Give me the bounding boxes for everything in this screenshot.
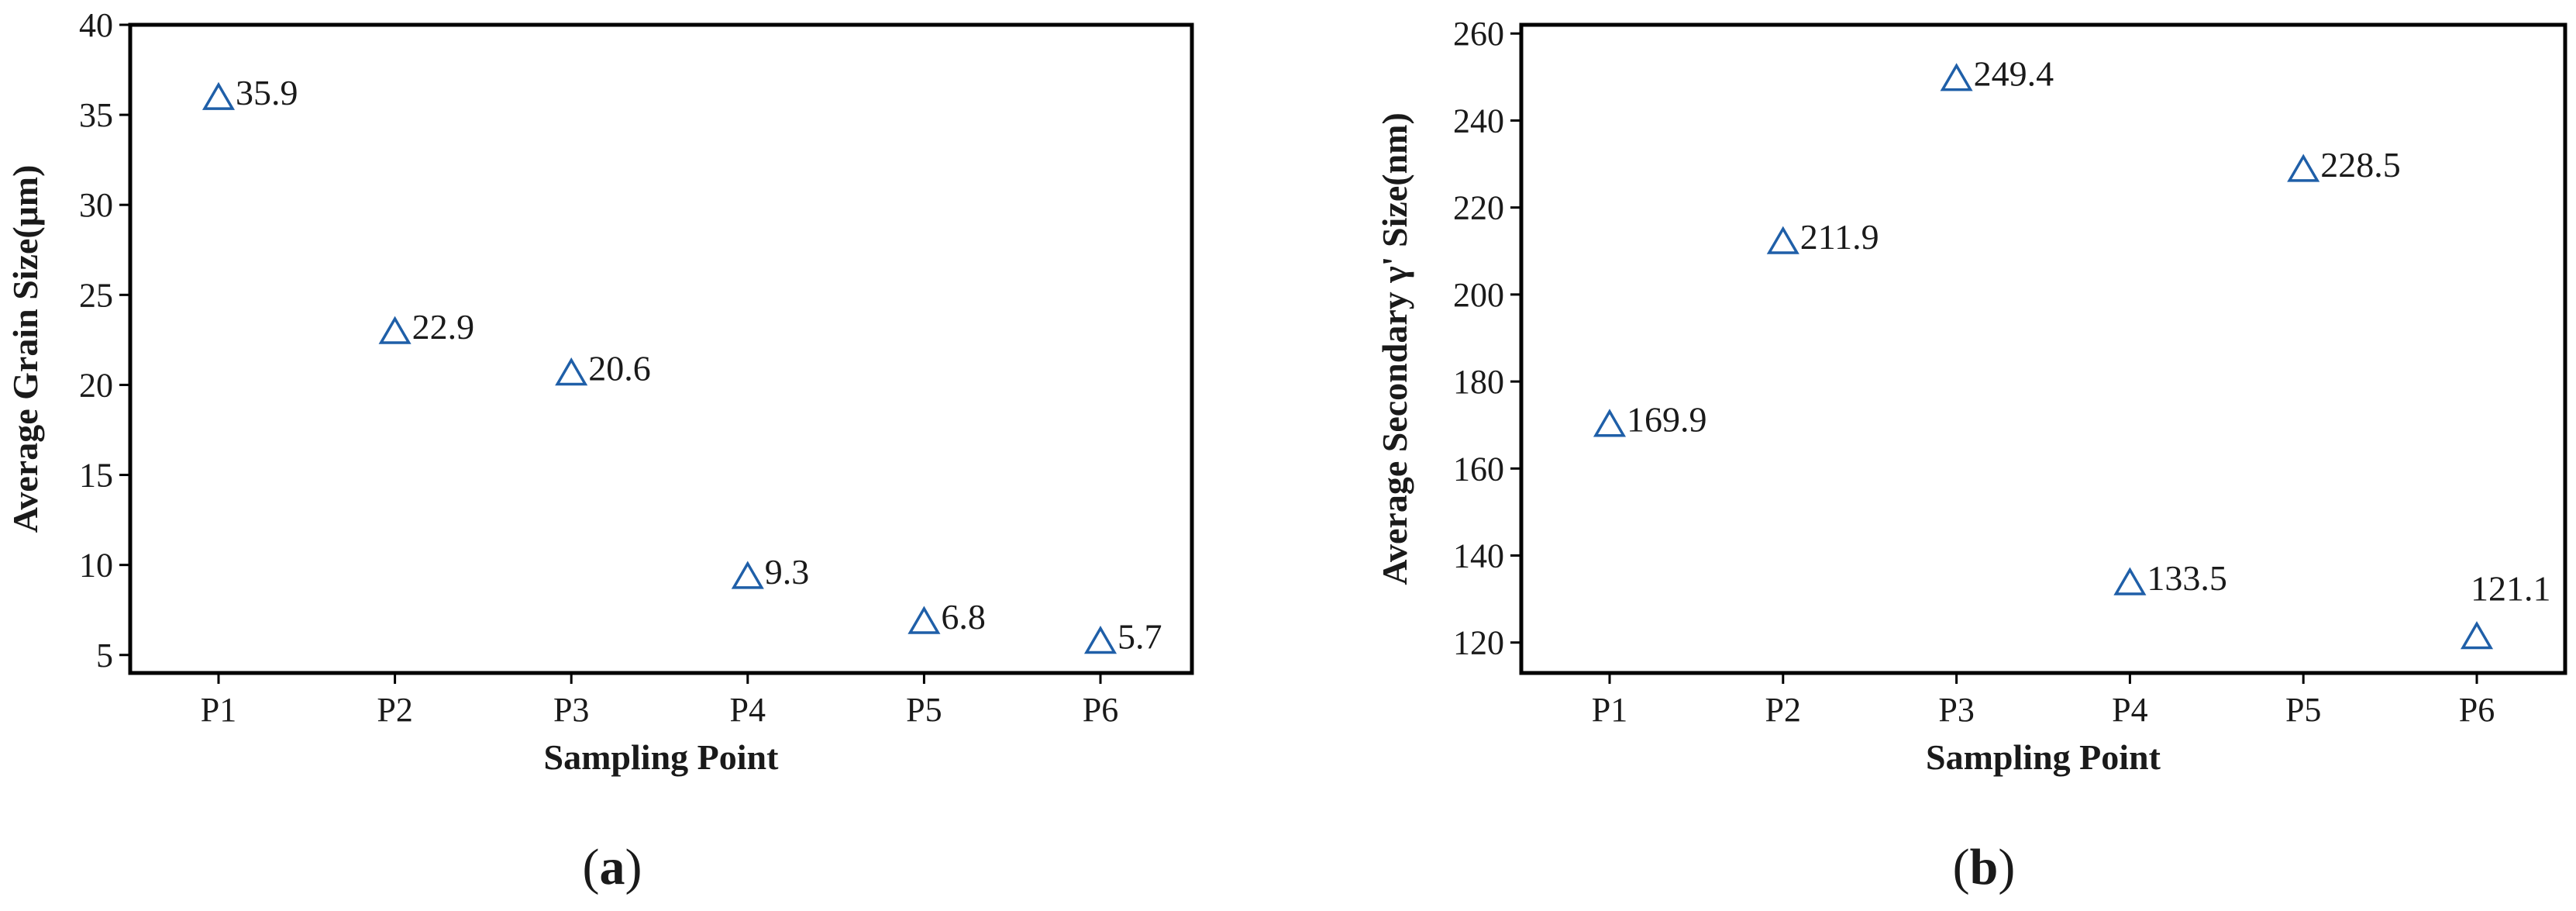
plot-frame bbox=[1519, 22, 2567, 675]
y-tick-label: 35 bbox=[79, 96, 113, 134]
panel-label: (a) bbox=[583, 839, 642, 895]
x-tick-label: P2 bbox=[377, 691, 412, 729]
data-label: 249.4 bbox=[1974, 54, 2054, 94]
panel-label-open: ( bbox=[583, 839, 600, 895]
data-label: 6.8 bbox=[941, 597, 986, 637]
data-point-marker bbox=[1593, 409, 1627, 437]
data-label: 169.9 bbox=[1627, 400, 1707, 440]
data-label: 211.9 bbox=[1800, 217, 1879, 257]
y-tick-label: 240 bbox=[1453, 102, 1504, 140]
panel-label-open: ( bbox=[1953, 839, 1970, 895]
panel-label-close: ) bbox=[1998, 839, 2015, 895]
data-point-marker bbox=[2287, 154, 2320, 182]
data-point-marker bbox=[1083, 626, 1118, 654]
x-tick-label: P5 bbox=[2285, 691, 2321, 729]
data-point-marker bbox=[1766, 226, 1799, 254]
y-axis-title: Average Grain Size(μm) bbox=[5, 165, 45, 533]
data-point-marker bbox=[2113, 567, 2147, 595]
y-tick-label: 30 bbox=[79, 186, 113, 224]
data-point-marker bbox=[201, 81, 236, 110]
y-tick-label: 20 bbox=[79, 366, 113, 404]
y-tick-label: 160 bbox=[1453, 450, 1504, 488]
y-axis-title: Average Secondary γ' Size(nm) bbox=[1375, 112, 1414, 585]
y-tick-label: 140 bbox=[1453, 537, 1504, 575]
data-label: 20.6 bbox=[588, 349, 651, 388]
y-tick-label: 260 bbox=[1453, 15, 1504, 53]
y-tick-label: 40 bbox=[79, 6, 113, 44]
data-point-marker bbox=[2460, 621, 2494, 650]
panel-label: (b) bbox=[1953, 839, 2016, 895]
data-label: 228.5 bbox=[2320, 145, 2401, 185]
data-point-marker bbox=[378, 316, 412, 344]
data-label: 22.9 bbox=[412, 307, 475, 347]
y-tick-label: 220 bbox=[1453, 189, 1504, 227]
x-tick-label: P2 bbox=[1765, 691, 1801, 729]
data-label: 133.5 bbox=[2147, 558, 2227, 598]
panel-label-letter: b bbox=[1970, 839, 1999, 895]
panel-a: 5 10 15 20 25 30 35 40 P1 P2 P3 P4 P5 P6 Sampling Poin… bbox=[5, 6, 1194, 895]
x-tick-label: P1 bbox=[1592, 691, 1627, 729]
y-tick-label: 5 bbox=[96, 637, 113, 675]
data-label: 5.7 bbox=[1118, 617, 1162, 657]
data-label: 9.3 bbox=[765, 552, 810, 592]
x-tick-label: P3 bbox=[553, 691, 589, 729]
panel-label-letter: a bbox=[600, 839, 625, 895]
y-tick-label: 10 bbox=[79, 547, 113, 585]
x-tick-label: P4 bbox=[730, 691, 766, 729]
y-tick-label: 180 bbox=[1453, 363, 1504, 401]
data-point-marker bbox=[1940, 63, 1973, 91]
data-point-marker bbox=[731, 561, 764, 589]
x-tick-label: P5 bbox=[906, 691, 942, 729]
x-tick-label: P1 bbox=[201, 691, 236, 729]
data-label: 35.9 bbox=[236, 73, 298, 112]
data-point-marker bbox=[907, 606, 941, 634]
panel-b: 120 140 160 180 200 220 240 260 P1 P2 P3 P4 P5 P6 Samp… bbox=[1375, 15, 2567, 895]
y-tick-label: 25 bbox=[79, 276, 113, 314]
y-tick-label: 15 bbox=[79, 457, 113, 495]
y-tick-label: 120 bbox=[1453, 624, 1504, 662]
x-axis-title: Sampling Point bbox=[1926, 737, 2161, 777]
data-label: 121.1 bbox=[2471, 569, 2551, 609]
x-axis-title: Sampling Point bbox=[544, 737, 780, 777]
data-point-marker bbox=[555, 357, 588, 386]
y-tick-label: 200 bbox=[1453, 276, 1504, 314]
x-tick-label: P3 bbox=[1938, 691, 1974, 729]
x-tick-label: P6 bbox=[1083, 691, 1118, 729]
plot-frame bbox=[128, 22, 1194, 675]
x-tick-label: P6 bbox=[2459, 691, 2495, 729]
panel-label-close: ) bbox=[625, 839, 642, 895]
x-tick-label: P4 bbox=[2112, 691, 2147, 729]
